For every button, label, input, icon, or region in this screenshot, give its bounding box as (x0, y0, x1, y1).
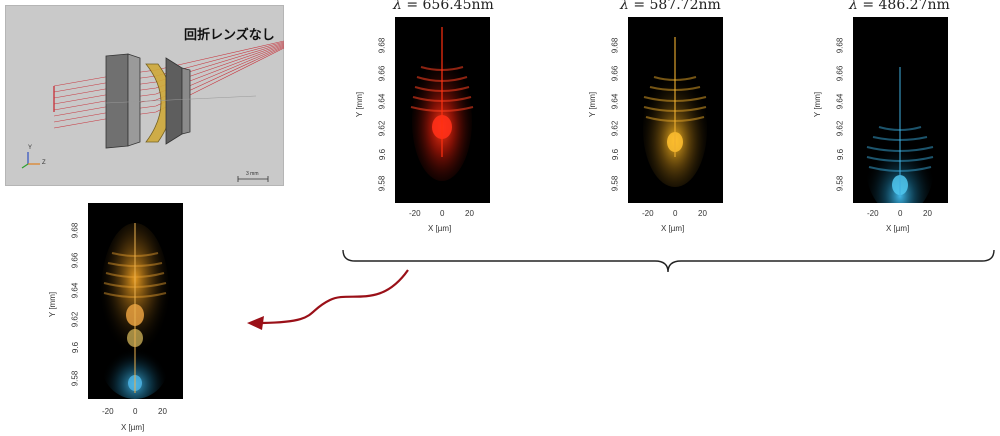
wavelength-unit: nm (927, 0, 950, 13)
wavelength-unit: nm (698, 0, 721, 13)
wavelength-label-red: λ = 656.45nm (393, 0, 494, 13)
psf-image-red (410, 27, 474, 181)
x-tick-label: -20 (867, 209, 879, 218)
psf-image-combined (101, 223, 169, 399)
lens-ray-trace-drawing (21, 40, 285, 182)
x-axis-label: X [µm] (661, 224, 685, 233)
axis-z-label: Z (42, 160, 46, 166)
psf-image-yellow (643, 37, 707, 187)
wavelength-unit: nm (471, 0, 494, 13)
x-tick-label: 20 (158, 407, 167, 416)
x-tick-label: 0 (440, 209, 445, 218)
x-tick-label: 20 (923, 209, 932, 218)
combine-arrow (261, 269, 409, 325)
y-tick-label: 9.62 (70, 311, 80, 328)
wavelength-label-yellow: λ = 587.72nm (620, 0, 721, 13)
x-tick-label: 20 (698, 209, 707, 218)
wavelength-label-blue: λ = 486.27nm (849, 0, 950, 13)
psf-image-blue (866, 67, 934, 203)
psf-plot-combined (88, 203, 183, 399)
psf-plot-red (395, 17, 490, 203)
axis-y-label: Y (28, 145, 33, 151)
y-tick-label: 9.64 (70, 282, 80, 299)
x-tick-label: 0 (898, 209, 903, 218)
y-axis-label: Y [mm] (48, 291, 58, 318)
wavelength-value: = 486.27 (862, 0, 928, 13)
wavelength-value: = 656.45 (406, 0, 472, 13)
lens-schematic-panel: Y Z 3 mm (5, 5, 285, 186)
x-tick-label: -20 (102, 407, 114, 416)
x-axis-label: X [µm] (886, 224, 910, 233)
psf-plot-blue (853, 17, 948, 203)
x-tick-label: 20 (465, 209, 474, 218)
grouping-brace (342, 249, 995, 273)
x-tick-label: -20 (409, 209, 421, 218)
combine-arrowhead (247, 316, 264, 330)
y-tick-label: 9.66 (70, 252, 80, 269)
scale-bar-label: 3 mm (246, 171, 259, 177)
x-tick-label: 0 (133, 407, 138, 416)
lambda-symbol: λ (393, 0, 402, 13)
wavelength-value: = 587.72 (633, 0, 699, 13)
psf-plot-yellow (628, 17, 723, 203)
y-tick-label: 9.58 (70, 370, 80, 387)
lens-panel-title: 回折レンズなし (184, 27, 275, 42)
y-tick-label: 9.68 (70, 222, 80, 239)
x-tick-label: -20 (642, 209, 654, 218)
lambda-symbol: λ (620, 0, 629, 13)
x-axis-label: X [µm] (428, 224, 452, 233)
x-axis-label: X [µm] (121, 423, 145, 432)
x-tick-label: 0 (673, 209, 678, 218)
y-tick-label: 9.6 (71, 341, 81, 354)
lambda-symbol: λ (849, 0, 858, 13)
